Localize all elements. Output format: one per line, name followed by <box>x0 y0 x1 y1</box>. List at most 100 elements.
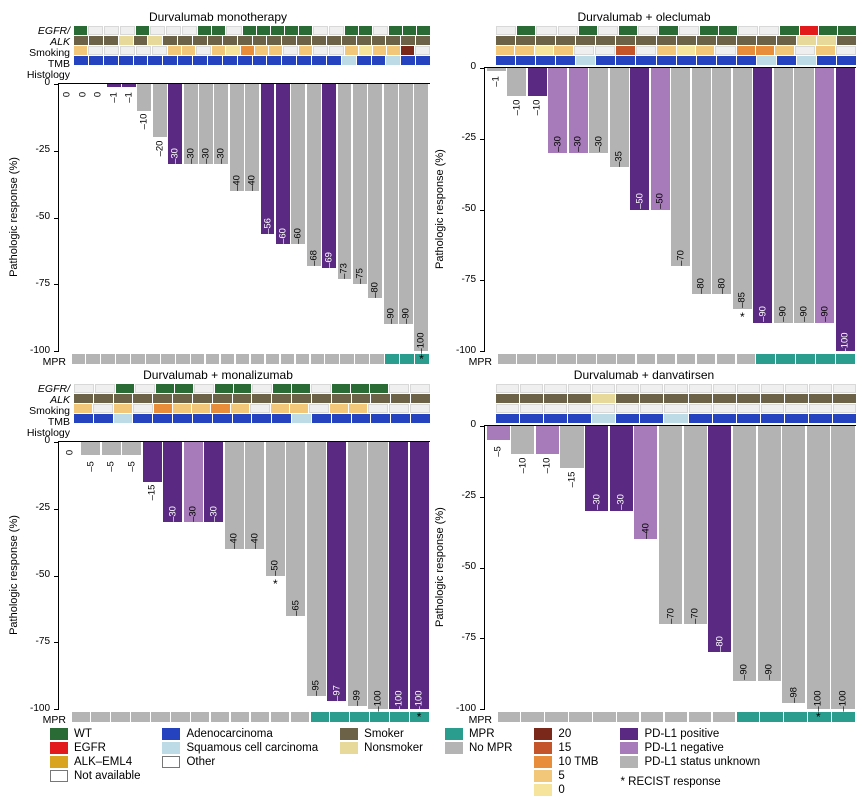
bar-slot: –69 <box>322 84 336 351</box>
heatmap-cell <box>148 36 162 45</box>
bar-value-label: –90 <box>757 306 768 322</box>
bar <box>794 68 813 323</box>
bar-value-label: –100 <box>838 690 849 711</box>
bar-slot: –20 <box>153 84 167 351</box>
heatmap-rowlabel: EGFR/ALK <box>6 26 70 48</box>
heatmap-cell <box>342 36 356 45</box>
y-tick-label: -75 <box>36 278 50 289</box>
legend-swatch <box>340 728 358 740</box>
bar-slot: –50 <box>630 68 649 351</box>
bar-value-label: –30 <box>216 148 227 164</box>
heatmap-cell <box>496 56 515 65</box>
heatmap-cell <box>401 36 415 45</box>
heatmap-cell <box>713 414 736 423</box>
heatmap-cell <box>592 394 615 403</box>
bar-value-label: –30 <box>167 506 178 522</box>
heatmap-cell <box>104 46 119 55</box>
bar-slot: –1 <box>487 68 506 351</box>
heatmap-cell <box>737 36 756 45</box>
heatmap-cell <box>271 404 289 413</box>
mpr-cell <box>370 354 383 364</box>
bar-slot: –60 <box>291 84 305 351</box>
legend-column: MPRNo MPR <box>445 728 512 796</box>
heatmap-cell <box>175 384 193 393</box>
heatmap-cell <box>809 394 832 403</box>
heatmap-cell <box>352 414 371 423</box>
bar-value-label: –80 <box>696 278 707 294</box>
bar-slot: –30 <box>199 84 213 351</box>
figure-root: Durvalumab monotherapyEGFR/ALKSmokingTMB… <box>0 0 862 802</box>
heatmap-cell <box>74 414 93 423</box>
bar <box>322 84 336 268</box>
bar-value-label: –90 <box>385 308 396 324</box>
bar-slot: –95 <box>307 442 326 709</box>
heatmap-cell <box>386 36 400 45</box>
recist-star-icon: * <box>419 352 424 366</box>
heatmap-cell <box>677 46 695 55</box>
bar-value-label: –70 <box>675 250 686 266</box>
heatmap-cell <box>640 414 663 423</box>
heatmap-cell <box>809 384 832 393</box>
heatmap-cell <box>290 404 308 413</box>
y-tick-label: -75 <box>462 274 476 285</box>
mpr-cell <box>737 354 755 364</box>
heatmap-cell <box>136 46 151 55</box>
heatmap-row <box>496 36 856 45</box>
legend-label: ALK–EML4 <box>74 756 132 768</box>
heatmap-cell <box>757 56 776 65</box>
heatmap-cell <box>403 26 416 35</box>
heatmap-cell <box>212 26 225 35</box>
mpr-cell <box>832 712 854 722</box>
heatmap-cell <box>299 26 312 35</box>
heatmap-cell <box>496 384 519 393</box>
heatmap-row <box>496 56 856 65</box>
heatmap-cell <box>89 56 103 65</box>
bar-slot: –30 <box>163 442 182 709</box>
heatmap-cell <box>282 56 296 65</box>
y-axis-label: Pathologic response (%) <box>432 425 448 709</box>
heatmap-row <box>74 46 430 55</box>
legend-item: Not available <box>50 770 140 782</box>
legend-item: PD-L1 positive <box>620 728 760 740</box>
heatmap-cell <box>269 46 282 55</box>
bar-value-label: –60 <box>277 228 288 244</box>
heatmap-cell <box>496 404 519 413</box>
legend-swatch <box>162 728 180 740</box>
mpr-cell <box>665 712 687 722</box>
legend-label: PD-L1 negative <box>644 742 723 754</box>
y-tick-label: -25 <box>462 132 476 143</box>
bar <box>815 68 834 323</box>
heatmap-cell <box>696 46 714 55</box>
bar-value-label: –35 <box>614 151 625 167</box>
heatmap-cell <box>119 56 133 65</box>
y-tick-label: -100 <box>30 703 50 714</box>
bar-value-label: –90 <box>778 306 789 322</box>
legend-swatch <box>50 742 68 754</box>
heatmap-cell <box>253 56 267 65</box>
heatmap-cell <box>313 26 328 35</box>
bar <box>368 84 382 298</box>
heatmap-cell <box>74 394 93 403</box>
chart-inner: 000–1–1–10–20–30–30–30–30–40–40–56–60–60… <box>56 83 430 351</box>
heatmap-cell <box>657 56 676 65</box>
legend-item: * RECIST response <box>620 776 760 788</box>
legend-label: Nonsmoker <box>364 742 423 754</box>
bar-value-label: –95 <box>311 680 322 696</box>
heatmap-cell <box>133 394 152 403</box>
heatmap-cell <box>415 46 430 55</box>
legend-item: Other <box>162 756 318 768</box>
heatmap-cell <box>345 46 358 55</box>
heatmap-area: EGFR/ALKSmokingTMBHistology <box>6 26 430 81</box>
y-tick-label: -100 <box>456 703 476 714</box>
heatmap-cell <box>389 26 402 35</box>
heatmap-cell <box>120 26 135 35</box>
bars-container: 0–5–5–5–15–30–30–30–40–40–50*–65–95–97–9… <box>59 442 430 709</box>
bar-value-label: –100 <box>372 690 383 711</box>
heatmap-cell <box>373 46 386 55</box>
heatmap-cell <box>153 414 172 423</box>
heatmap-cell <box>640 384 663 393</box>
legend-item: Squamous cell carcinoma <box>162 742 318 754</box>
bar-value-label: –1 <box>124 92 135 103</box>
y-tick-label: -75 <box>36 636 50 647</box>
mpr-cell <box>537 354 555 364</box>
